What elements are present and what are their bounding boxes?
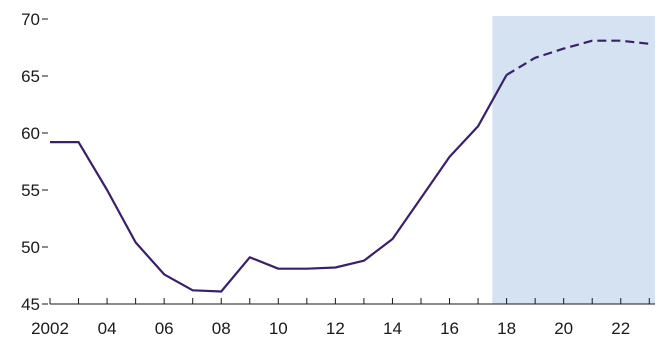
x-tick-label: 22 (611, 319, 630, 338)
y-tick-label: 45 (21, 295, 40, 314)
x-tick-label: 18 (497, 319, 516, 338)
projected-series-line (506, 39, 653, 76)
x-tick-label: 20 (554, 319, 573, 338)
projection-shading (492, 16, 655, 304)
x-tick-label: 06 (155, 319, 174, 338)
y-tick-label: 50 (21, 238, 40, 257)
x-tick-label: 16 (440, 319, 459, 338)
x-axis: 2002 04 06 08 10 12 14 16 18 20 22 (31, 298, 655, 338)
y-tick-label: 60 (21, 124, 40, 143)
x-tick-label: 04 (98, 319, 117, 338)
y-axis: 45 50 55 60 65 70 (21, 10, 48, 314)
x-tick-label: 2002 (31, 319, 69, 338)
y-tick-label: 70 (21, 10, 40, 29)
x-tick-label: 08 (212, 319, 231, 338)
x-tick-label: 10 (269, 319, 288, 338)
y-tick-label: 65 (21, 67, 40, 86)
x-tick-label: 14 (383, 319, 402, 338)
x-tick-label: 12 (326, 319, 345, 338)
series-layer (50, 39, 653, 293)
y-tick-label: 55 (21, 181, 40, 200)
historical-series-line (50, 74, 508, 293)
